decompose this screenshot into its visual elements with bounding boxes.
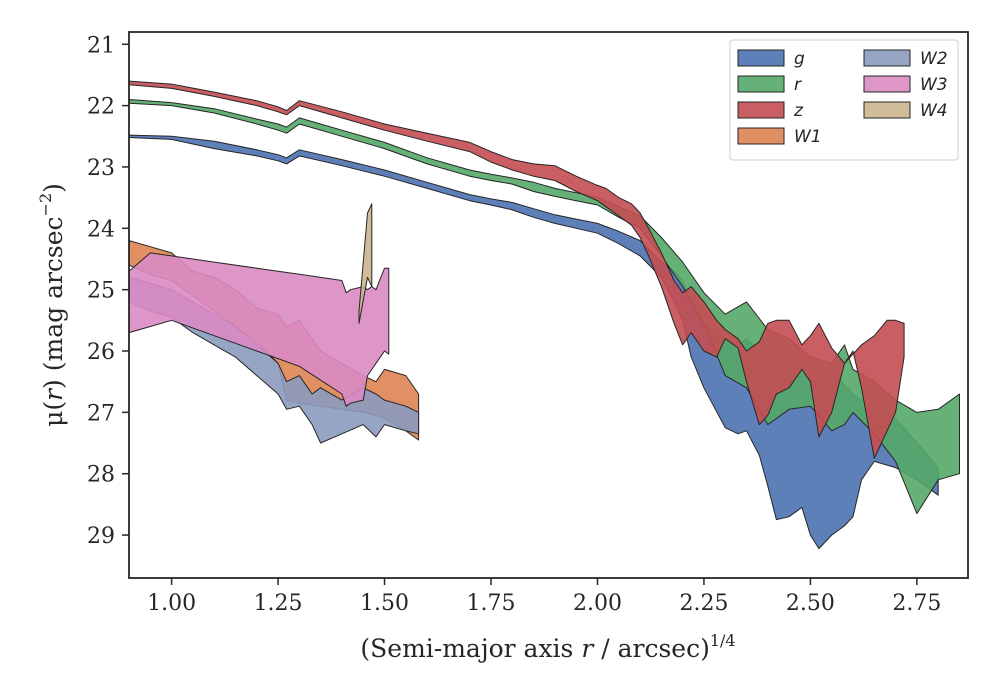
legend-label: W2 [920, 49, 948, 69]
legend-swatch [737, 75, 785, 93]
band-w4 [358, 203, 373, 324]
x-tick-label: 1.50 [360, 591, 409, 616]
band-w3 [128, 252, 390, 407]
y-tick-label: 23 [87, 156, 115, 181]
y-axis-title-part-3: ) (mag arcsec [39, 216, 68, 389]
y-tick-label: 24 [87, 217, 115, 242]
x-axis: 1.00 1.25 1.50 1.75 2.00 2.25 2.50 2.75 [147, 578, 941, 616]
plot-frame [128, 31, 969, 579]
x-axis-title-variable: r [581, 634, 595, 663]
band-r [128, 99, 960, 515]
band-z [128, 80, 905, 459]
legend-swatch [863, 75, 911, 93]
x-tick-label: 2.25 [679, 591, 728, 616]
legend: grz W1 W2 W3 W4 [729, 39, 959, 161]
y-tick-label: 22 [87, 95, 115, 120]
legend-item-w3: W3 [863, 75, 948, 95]
x-axis-title-exponent: 1/4 [710, 631, 736, 650]
legend-label: g [794, 49, 805, 69]
legend-swatch [737, 101, 785, 119]
x-tick-label: 1.00 [147, 591, 196, 616]
legend-item-r: r [737, 75, 802, 95]
legend-swatch [737, 49, 785, 67]
y-tick-label: 28 [87, 463, 115, 488]
y-axis-title-part-5: ) [39, 183, 68, 193]
x-tick-label: 1.25 [254, 591, 303, 616]
y-tick-label: 21 [87, 33, 115, 58]
legend-item-z: z [737, 101, 804, 121]
legend-item-w2: W2 [863, 49, 948, 69]
x-tick-label: 2.75 [892, 591, 941, 616]
y-axis-title-part-1: μ( [39, 401, 68, 427]
y-axis-title-variable: r [39, 387, 68, 401]
y-axis-title: μ(r) (mag arcsec−2) [36, 183, 68, 427]
y-axis-title-exponent: −2 [36, 193, 55, 217]
x-axis-title: (Semi-major axis r / arcsec)1/4 [360, 631, 735, 663]
legend-item-w4: W4 [863, 101, 948, 121]
legend-label: z [793, 101, 804, 121]
legend-label: W3 [920, 75, 948, 95]
x-tick-label: 2.50 [786, 591, 835, 616]
x-tick-label: 1.75 [467, 591, 516, 616]
legend-box [729, 39, 959, 161]
legend-swatch [863, 49, 911, 67]
x-axis-title-part-1: (Semi-major axis [360, 634, 581, 663]
legend-label: W4 [920, 101, 948, 121]
legend-label: W1 [794, 127, 822, 147]
y-axis: 21 22 23 24 25 26 27 28 29 [87, 33, 129, 549]
legend-item-g: g [737, 49, 805, 69]
legend-item-w1: W1 [737, 127, 822, 147]
y-tick-label: 25 [87, 279, 115, 304]
legend-swatch [737, 127, 785, 145]
y-tick-label: 26 [87, 340, 115, 365]
y-tick-label: 27 [87, 401, 115, 426]
y-tick-label: 29 [87, 524, 115, 549]
x-axis-title-part-3: / arcsec) [593, 634, 710, 663]
x-tick-label: 2.00 [573, 591, 622, 616]
legend-swatch [863, 101, 911, 119]
bands-layer [128, 80, 960, 550]
legend-label: r [794, 75, 802, 95]
band-g [128, 134, 939, 550]
